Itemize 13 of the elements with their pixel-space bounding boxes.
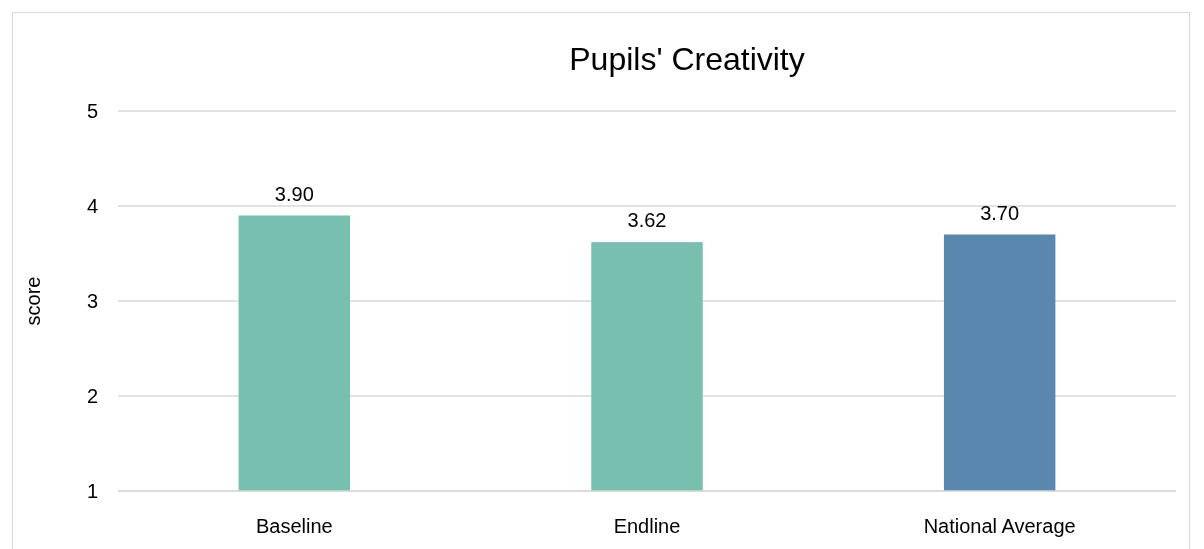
y-axis-title: score [22, 276, 44, 326]
x-tick-label: Endline [613, 515, 681, 537]
data-label: 3.70 [980, 201, 1020, 224]
data-label: 3.62 [627, 209, 667, 232]
y-tick-label: 5 [86, 100, 98, 122]
chart-title: Pupils' Creativity [569, 41, 805, 77]
y-tick-label: 4 [86, 195, 98, 217]
y-tick-label: 1 [86, 480, 98, 502]
y-tick-label: 2 [86, 385, 98, 407]
y-tick-label: 3 [86, 290, 98, 312]
x-tick-label: Baseline [255, 515, 333, 537]
data-label: 3.90 [274, 182, 314, 205]
x-tick-label: National Average [923, 515, 1076, 537]
